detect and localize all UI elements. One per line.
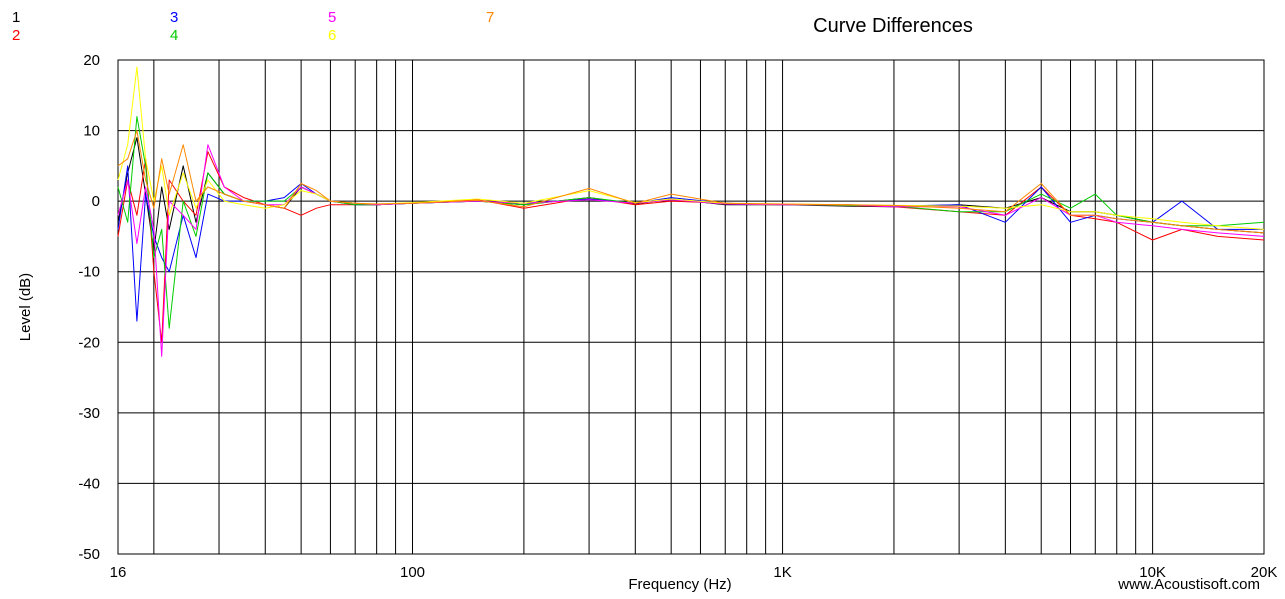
legend-item-6: 6 bbox=[328, 27, 336, 44]
legend: 12 34 56 7 bbox=[12, 9, 494, 44]
y-tick-label: 0 bbox=[92, 193, 100, 210]
plot-frame bbox=[117, 59, 1265, 555]
y-tick-label: -40 bbox=[78, 475, 100, 492]
y-tick-label: -20 bbox=[78, 334, 100, 351]
series-line-7 bbox=[117, 130, 1265, 234]
chart-title: Curve Differences bbox=[813, 15, 973, 37]
x-tick-label: 1K bbox=[773, 564, 791, 581]
series-group bbox=[117, 66, 1265, 357]
x-axis-ticks: 16 100 1K 10K 20K bbox=[110, 564, 1278, 581]
legend-item-5: 5 bbox=[328, 9, 336, 26]
y-axis-ticks: 20 10 0 -10 -20 -30 -40 -50 bbox=[78, 52, 100, 563]
series-line-5 bbox=[117, 144, 1265, 357]
legend-item-2: 2 bbox=[12, 27, 20, 44]
y-axis-label: Level (dB) bbox=[17, 273, 34, 341]
x-tick-label: 10K bbox=[1139, 564, 1166, 581]
x-tick-label: 20K bbox=[1251, 564, 1278, 581]
series-line-4 bbox=[117, 116, 1265, 329]
legend-item-1: 1 bbox=[12, 9, 20, 26]
legend-item-3: 3 bbox=[170, 9, 178, 26]
series-line-1 bbox=[117, 137, 1265, 251]
legend-item-4: 4 bbox=[170, 27, 178, 44]
watermark-url: www.Acoustisoft.com bbox=[1117, 576, 1260, 593]
series-line-2 bbox=[117, 151, 1265, 343]
x-axis-label: Frequency (Hz) bbox=[628, 576, 731, 593]
y-tick-label: 10 bbox=[83, 123, 100, 140]
y-tick-label: 20 bbox=[83, 52, 100, 69]
series-line-3 bbox=[117, 165, 1264, 322]
y-tick-label: -50 bbox=[78, 546, 100, 563]
y-tick-label: -30 bbox=[78, 405, 100, 422]
grid bbox=[118, 60, 1264, 554]
x-tick-label: 16 bbox=[110, 564, 127, 581]
y-tick-label: -10 bbox=[78, 264, 100, 281]
legend-item-7: 7 bbox=[486, 9, 494, 26]
series-line-6 bbox=[117, 66, 1265, 230]
x-tick-label: 100 bbox=[400, 564, 425, 581]
